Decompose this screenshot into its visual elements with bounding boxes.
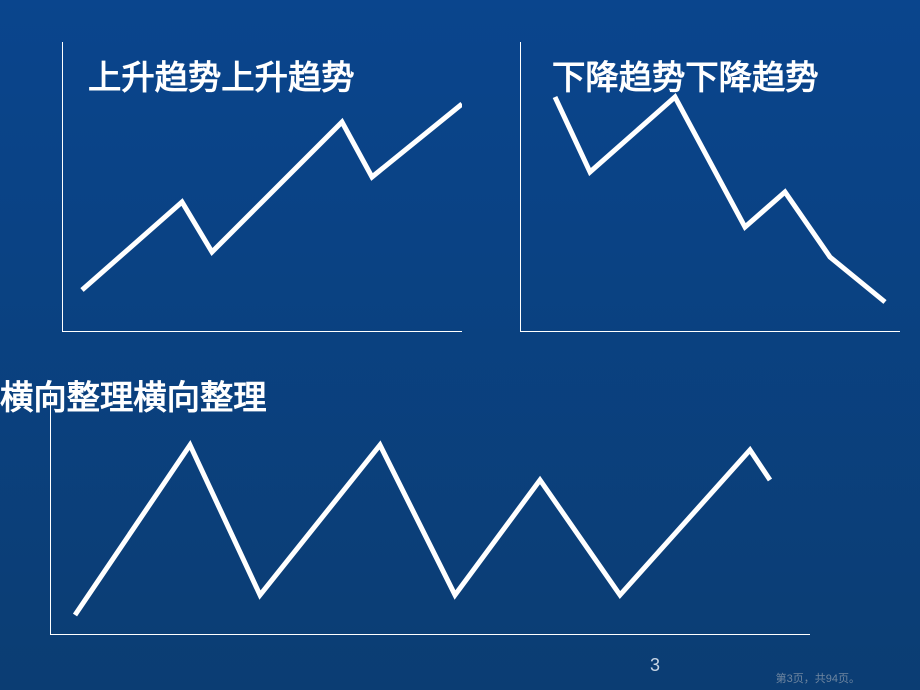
page-number: 3 (650, 655, 660, 676)
trend-line (75, 445, 770, 615)
chart-downtrend-title: 下降趋势下降趋势 (552, 50, 819, 99)
trend-line (82, 104, 462, 290)
footer-note: 第3页，共94页。 (776, 670, 860, 686)
chart-sideways-title: 横向整理横向整理 (0, 370, 267, 419)
chart-sideways (50, 390, 810, 635)
chart-uptrend-title: 上升趋势上升趋势 (88, 50, 355, 99)
trend-line (555, 97, 885, 302)
